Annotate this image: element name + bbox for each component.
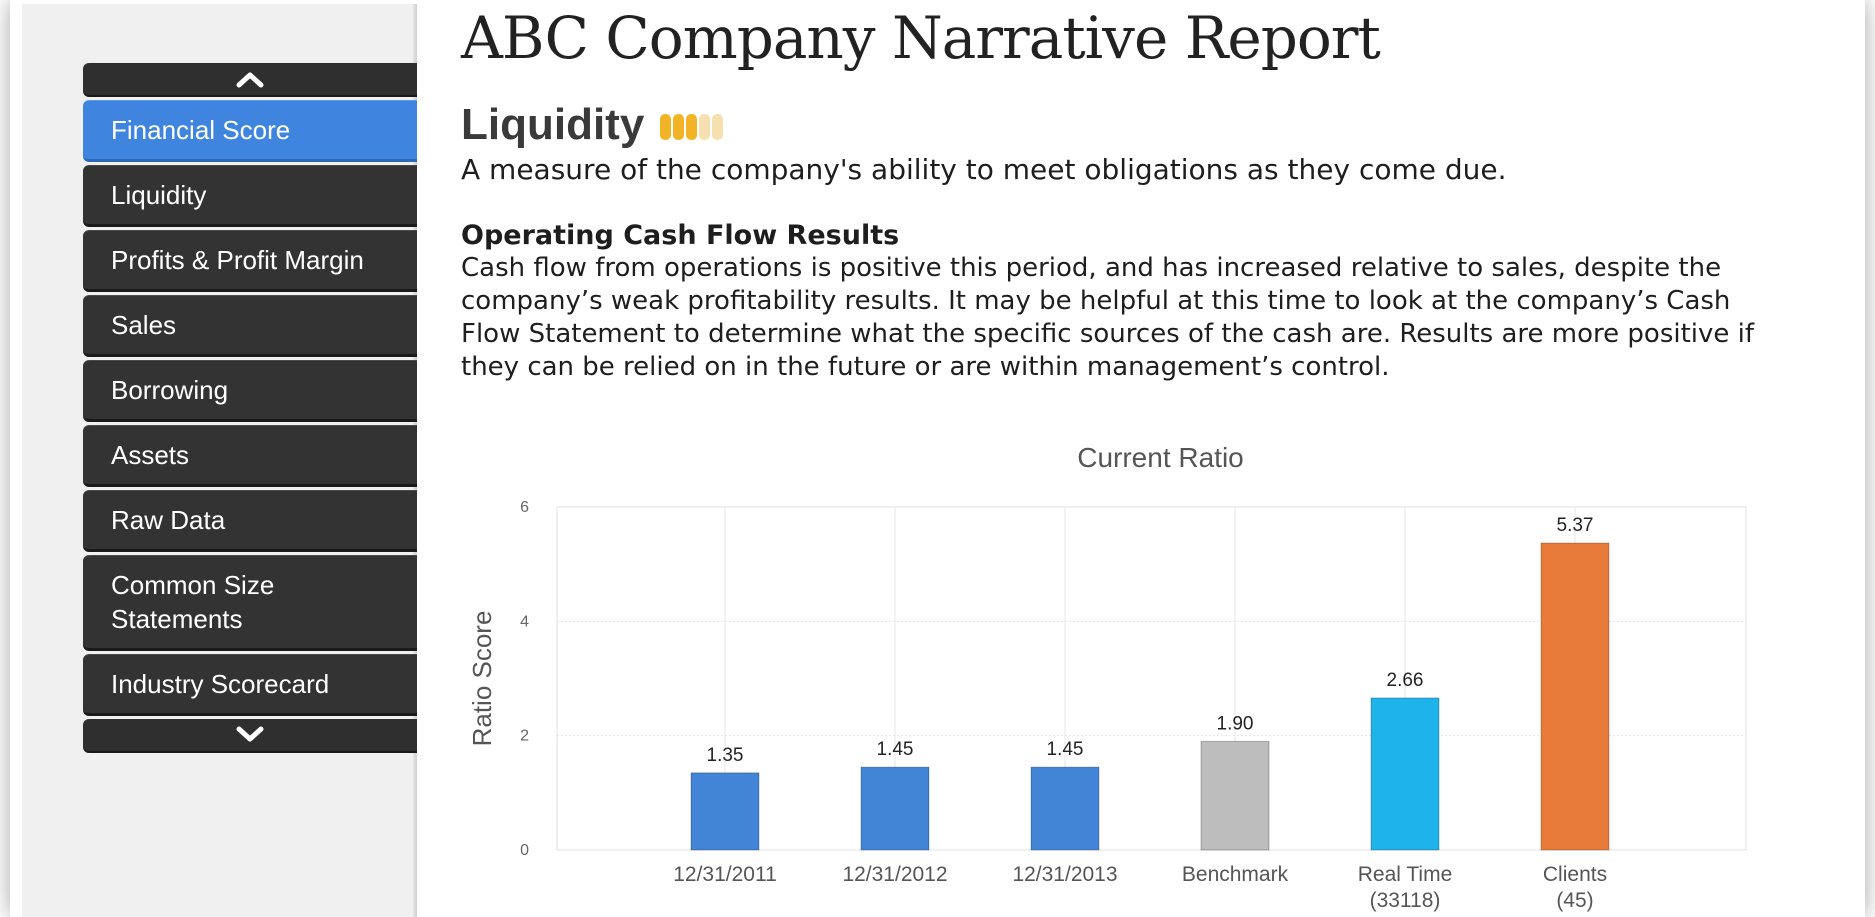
bar-value-label: 1.45 — [877, 739, 914, 760]
current-ratio-chart: Current Ratio Ratio Score 0 2 4 6 1.35 12/31/20… — [461, 430, 1761, 917]
bar — [1030, 766, 1100, 851]
sidebar-item-label: Financial Score — [111, 114, 291, 145]
x-tick-label: 12/31/2012 — [842, 863, 947, 886]
chart-title: Current Ratio — [1077, 442, 1244, 473]
sidebar-item-financial-score[interactable]: Financial Score — [83, 100, 417, 162]
scroll-up-button[interactable] — [83, 63, 417, 97]
sidebar-item-label: Industry Scorecard — [111, 668, 330, 699]
sidebar-item-profits-profit-margin[interactable]: Profits & Profit Margin — [83, 230, 417, 292]
score-dot — [699, 114, 711, 140]
y-tick-label: 2 — [520, 728, 529, 745]
scroll-down-button[interactable] — [83, 719, 417, 753]
sidebar-item-assets[interactable]: Assets — [83, 425, 417, 487]
bar — [1200, 740, 1270, 851]
x-tick-label: Benchmark — [1182, 863, 1289, 886]
x-tick-label: 12/31/2011 — [673, 863, 777, 886]
chevron-up-icon — [236, 72, 264, 88]
y-tick-label: 6 — [520, 499, 529, 516]
section-description: A measure of the company's ability to me… — [461, 153, 1507, 186]
sidebar-item-liquidity[interactable]: Liquidity — [83, 165, 417, 227]
bar-value-label: 1.45 — [1047, 739, 1084, 760]
sidebar-item-raw-data[interactable]: Raw Data — [83, 490, 417, 552]
bar — [690, 772, 760, 851]
x-tick-label: (33118) — [1370, 889, 1441, 912]
sidebar-item-label: Liquidity — [111, 179, 207, 210]
bar — [1540, 542, 1610, 851]
sidebar-item-common-size-statements[interactable]: Common Size Statements — [83, 555, 417, 651]
sidebar-item-label: Borrowing — [111, 374, 229, 405]
sidebar-item-label: Raw Data — [111, 504, 226, 535]
x-tick-label: (45) — [1556, 889, 1593, 912]
score-dot — [673, 114, 685, 140]
x-tick-label: 12/31/2013 — [1012, 863, 1117, 886]
sidebar-item-label: Profits & Profit Margin — [111, 244, 364, 275]
sidebar-item-label: Sales — [111, 309, 177, 340]
ocf-heading: Operating Cash Flow Results — [461, 220, 900, 251]
bar-value-label: 1.35 — [707, 745, 744, 766]
y-tick-label: 0 — [520, 842, 529, 859]
x-tick-label: Real Time — [1358, 863, 1453, 886]
score-dot — [660, 114, 672, 140]
y-tick-label: 4 — [520, 613, 529, 630]
section-heading: Liquidity — [461, 100, 725, 150]
sidebar-nav: Financial Score Liquidity Profits & Profit… — [83, 63, 417, 753]
score-dot — [712, 114, 724, 140]
bar-value-label: 5.37 — [1557, 515, 1594, 536]
bar — [1370, 697, 1440, 851]
ocf-body: Cash flow from operations is positive th… — [461, 253, 1755, 382]
score-indicator — [660, 114, 725, 140]
bar-value-label: 2.66 — [1387, 670, 1424, 691]
x-tick-label: Clients — [1543, 863, 1607, 886]
section-title: Liquidity — [461, 100, 645, 149]
y-axis-label: Ratio Score — [467, 611, 497, 747]
bar-value-label: 1.90 — [1217, 713, 1254, 734]
bar — [860, 766, 930, 851]
report-title: ABC Company Narrative Report — [461, 4, 1381, 72]
sidebar-item-industry-scorecard[interactable]: Industry Scorecard — [83, 654, 417, 716]
sidebar-item-sales[interactable]: Sales — [83, 295, 417, 357]
sidebar-item-label: Assets — [111, 439, 190, 470]
sidebar-item-label: Common Size Statements — [111, 570, 275, 634]
score-dot — [686, 114, 698, 140]
chart-svg: Current Ratio Ratio Score 0 2 4 6 1.35 12/31/20… — [467, 442, 1747, 912]
chevron-down-icon — [236, 726, 264, 742]
sidebar-item-borrowing[interactable]: Borrowing — [83, 360, 417, 422]
